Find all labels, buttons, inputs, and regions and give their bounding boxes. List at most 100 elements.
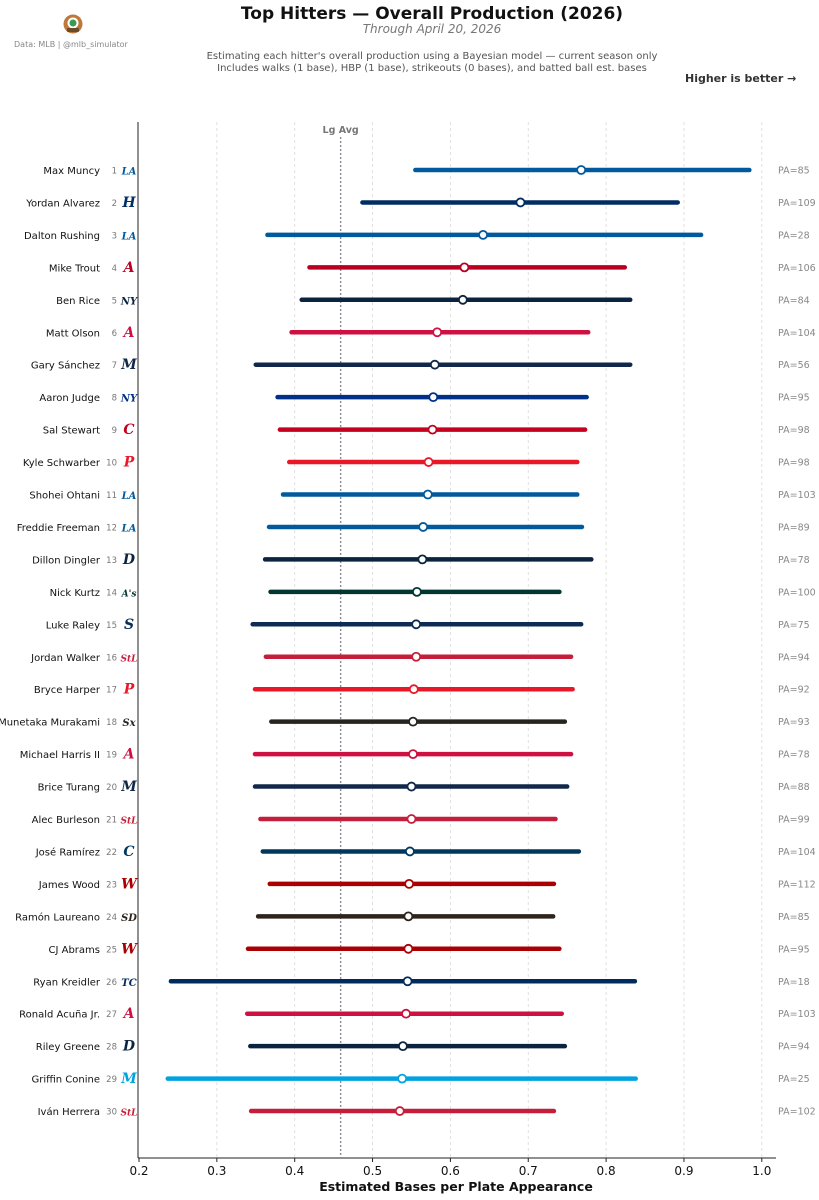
plate-appearances-label: PA=28 <box>778 230 810 241</box>
player-name: Jordan Walker <box>30 653 101 664</box>
player-rank: 14 <box>106 588 117 598</box>
plate-appearances-label: PA=94 <box>778 652 810 663</box>
player-name: Matt Olson <box>46 328 100 339</box>
plate-appearances-label: PA=112 <box>778 879 816 890</box>
team-logo-icon: P <box>123 455 135 471</box>
estimate-point <box>398 1041 408 1052</box>
plate-appearances-label: PA=78 <box>778 555 810 566</box>
plate-appearances-label: PA=103 <box>778 1009 816 1020</box>
player-name: Ronald Acuña Jr. <box>19 1010 100 1021</box>
estimate-point <box>403 911 414 922</box>
player-rank: 7 <box>112 361 117 371</box>
estimate-point <box>429 359 440 370</box>
team-logo-icon: StL <box>121 817 138 827</box>
x-tick-label: 0.8 <box>597 1164 616 1178</box>
player-rank: 17 <box>106 686 117 696</box>
x-tick-label: 1.0 <box>752 1164 771 1178</box>
estimate-point <box>478 229 488 240</box>
plate-appearances-label: PA=98 <box>778 458 810 469</box>
player-rank: 30 <box>106 1108 117 1118</box>
team-logo-icon: M <box>120 1071 137 1087</box>
player-rank: 10 <box>106 459 117 469</box>
team-logo-icon: NY <box>120 394 138 405</box>
x-tick-label: 0.4 <box>285 1164 304 1178</box>
chart-title: Top Hitters — Overall Production (2026) <box>240 4 624 24</box>
player-rank: 11 <box>106 491 117 501</box>
team-logo-icon: S <box>124 617 134 633</box>
player-name: Michael Harris II <box>20 750 100 761</box>
team-logo-icon: A <box>122 260 135 276</box>
estimate-point <box>408 716 418 727</box>
team-logo-icon: W <box>121 876 138 892</box>
plate-appearances-label: PA=88 <box>778 782 810 793</box>
x-tick-label: 0.3 <box>207 1164 226 1178</box>
estimate-point <box>412 586 422 597</box>
estimate-point <box>427 424 438 435</box>
player-rank: 22 <box>106 848 117 858</box>
player-name: Bryce Harper <box>34 685 101 696</box>
plate-appearances-label: PA=104 <box>778 328 816 339</box>
player-rank: 2 <box>112 199 117 209</box>
player-name: Yordan Alvarez <box>25 198 100 209</box>
plate-appearances-label: PA=56 <box>778 360 810 371</box>
team-logo-icon: StL <box>121 1109 138 1119</box>
player-rank: 12 <box>106 523 117 533</box>
plate-appearances-label: PA=93 <box>778 717 810 728</box>
chart-description: Estimating each hitter's overall product… <box>0 51 819 75</box>
player-rank: 13 <box>106 556 117 566</box>
estimate-point <box>397 1073 408 1084</box>
player-rank: 25 <box>106 945 117 955</box>
plate-appearances-label: PA=99 <box>778 815 810 826</box>
player-rank: 26 <box>106 978 117 988</box>
team-logo-icon: C <box>123 422 134 438</box>
player-rank: 18 <box>106 718 117 728</box>
player-rank: 27 <box>106 1010 117 1020</box>
player-name: Munetaka Murakami <box>0 718 100 729</box>
plate-appearances-label: PA=18 <box>778 977 810 988</box>
estimate-point <box>406 814 417 824</box>
plate-appearances-label: PA=75 <box>778 620 810 631</box>
team-logo-icon: Sx <box>122 718 136 729</box>
team-logo-icon: A's <box>121 589 137 599</box>
higher-is-better-note: Higher is better → <box>685 72 797 85</box>
player-name: Ryan Kreidler <box>33 977 101 988</box>
player-name: Ramón Laureano <box>15 911 100 923</box>
player-rank: 1 <box>112 167 117 177</box>
player-rank: 20 <box>106 783 117 793</box>
player-name: Iván Herrera <box>38 1106 100 1118</box>
x-tick-label: 0.6 <box>441 1164 460 1178</box>
plate-appearances-label: PA=95 <box>778 393 810 404</box>
estimate-point <box>411 651 422 662</box>
team-logo-icon: P <box>123 682 135 698</box>
player-name: James Wood <box>38 880 100 891</box>
player-name: Max Muncy <box>43 166 100 177</box>
team-logo-icon: LA <box>121 491 137 502</box>
player-name: Shohei Ohtani <box>29 491 100 502</box>
player-name: Freddie Freeman <box>17 523 100 534</box>
estimate-point <box>428 392 439 403</box>
player-rank: 21 <box>106 816 117 826</box>
plate-appearances-label: PA=92 <box>778 685 810 696</box>
player-name: Luke Raley <box>46 620 100 631</box>
estimate-point <box>457 294 468 305</box>
description-line-2: Includes walks (1 base), HBP (1 base), s… <box>217 63 647 74</box>
player-name: Dillon Dingler <box>32 555 101 566</box>
estimate-point <box>405 846 415 857</box>
x-tick-label: 0.5 <box>363 1164 382 1178</box>
data-credit: Data: MLB | @mlb_simulator <box>14 40 128 49</box>
team-logo-icon: M <box>120 357 137 373</box>
estimate-point <box>402 976 413 987</box>
player-rank: 3 <box>112 231 117 241</box>
player-rank: 4 <box>112 264 117 274</box>
estimate-point <box>515 197 526 208</box>
plate-appearances-label: PA=106 <box>778 263 816 274</box>
player-name: Sal Stewart <box>43 426 100 437</box>
estimate-point <box>403 943 414 954</box>
team-logo-icon: C <box>123 844 134 860</box>
estimate-point <box>417 554 428 565</box>
team-logo-icon: TC <box>121 978 136 989</box>
player-name: Ben Rice <box>56 296 100 307</box>
estimate-point <box>418 522 429 532</box>
estimate-point <box>422 489 433 500</box>
team-logo-icon: A <box>122 325 135 341</box>
